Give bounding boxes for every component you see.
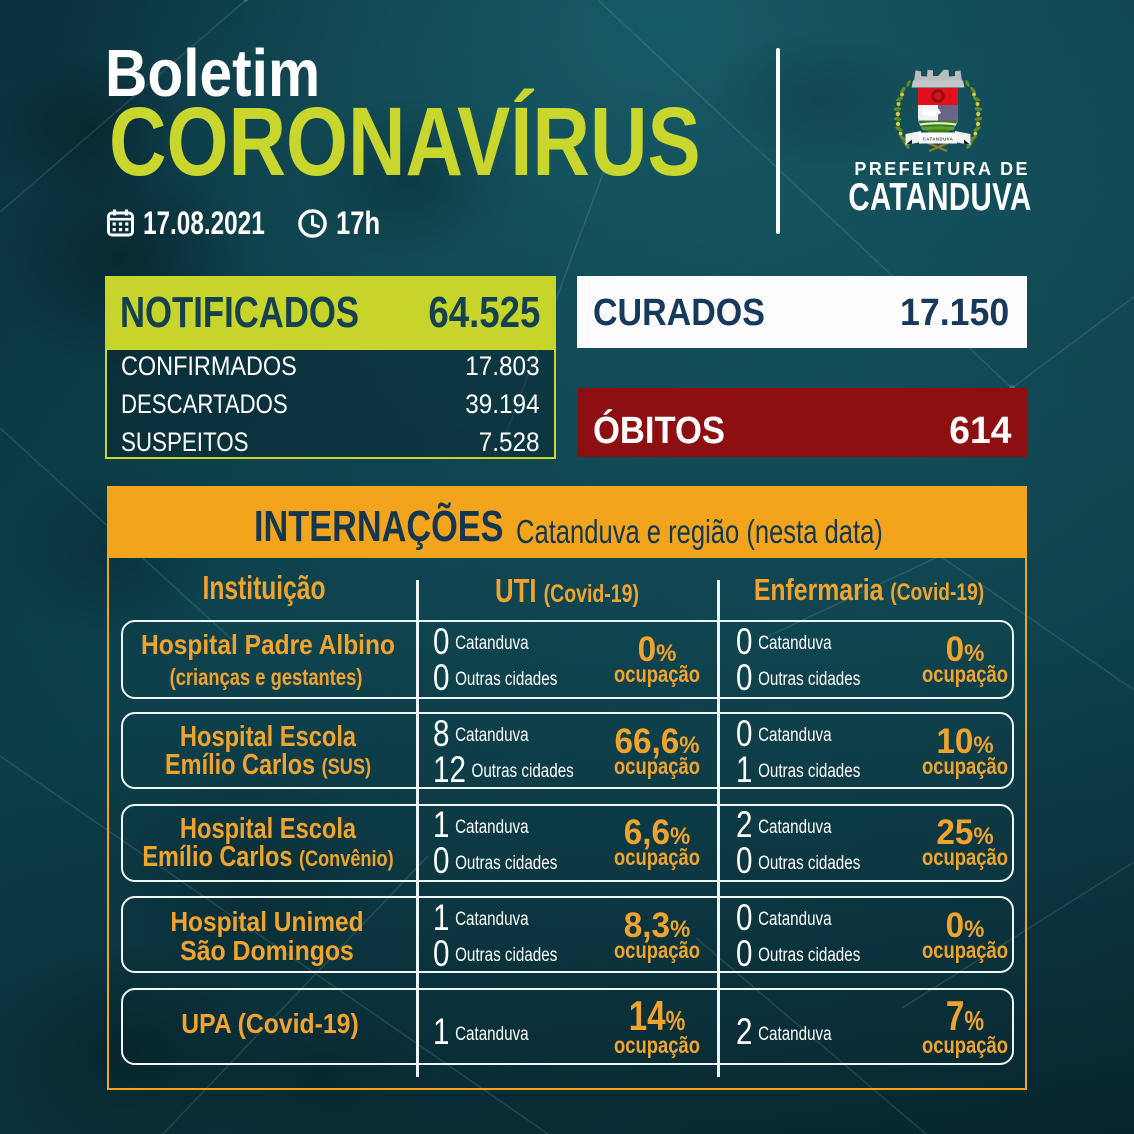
svg-text:CATANDUVA: CATANDUVA (923, 136, 954, 141)
